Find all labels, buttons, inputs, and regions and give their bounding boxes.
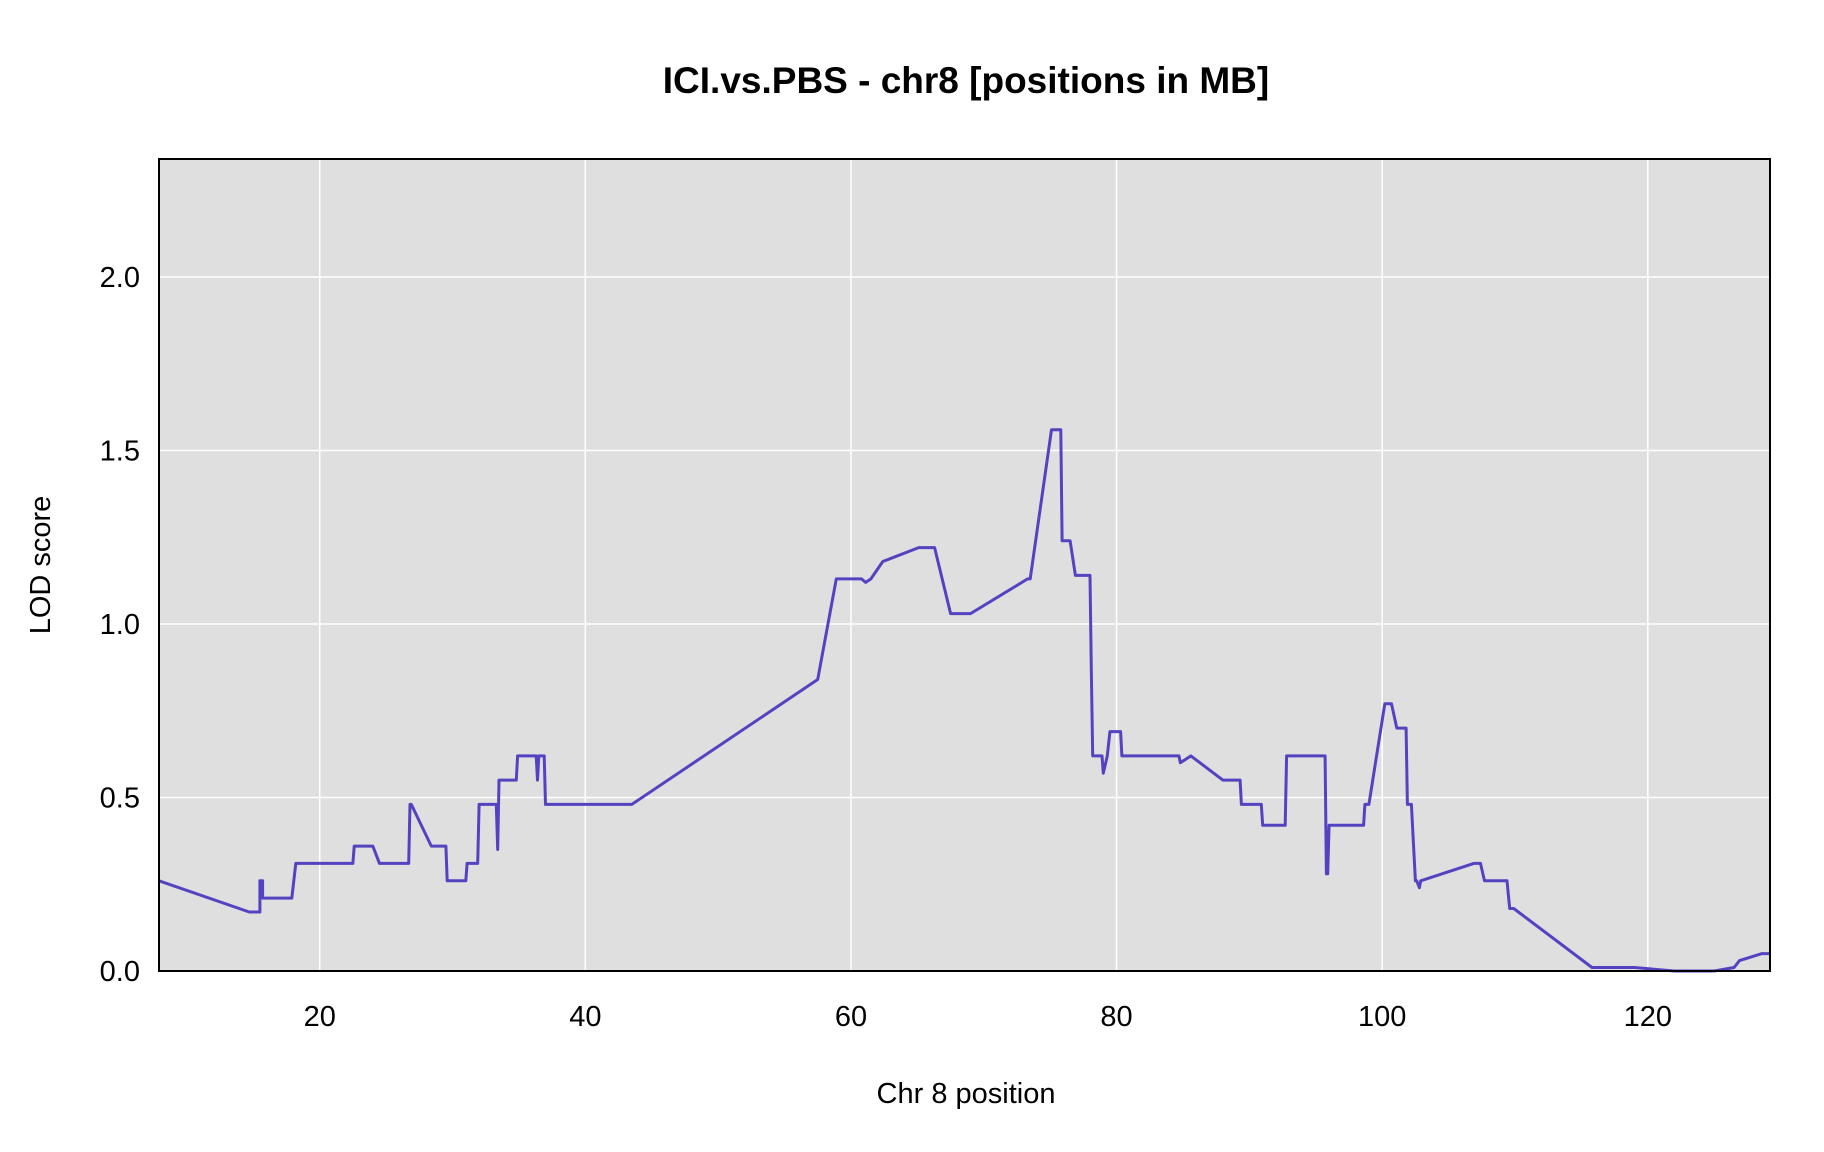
- series-layer: [158, 428, 1770, 973]
- y-tick-label: 1.5: [100, 435, 140, 467]
- plot-frame: [158, 158, 1771, 972]
- y-axis-ticks: 0.0 0.5 1.0 1.5 2.0: [100, 262, 140, 988]
- x-tick-label: 80: [1100, 1001, 1132, 1033]
- x-tick-label: 20: [304, 1001, 336, 1033]
- x-axis-label: Chr 8 position: [877, 1078, 1056, 1110]
- lod-series-line: [158, 428, 1770, 973]
- x-tick-label: 120: [1624, 1001, 1672, 1033]
- y-tick-label: 0.0: [100, 956, 140, 988]
- plot-area: [159, 159, 1770, 971]
- y-axis-label: LOD score: [25, 496, 57, 635]
- y-tick-label: 2.0: [100, 262, 140, 294]
- y-tick-label: 1.0: [100, 609, 140, 641]
- x-tick-label: 40: [569, 1001, 601, 1033]
- x-axis-ticks: 20 40 60 80 100 120: [304, 1001, 1672, 1033]
- y-tick-label: 0.5: [100, 782, 140, 814]
- x-tick-label: 60: [835, 1001, 867, 1033]
- x-tick-label: 100: [1358, 1001, 1406, 1033]
- chart-title: ICI.vs.PBS - chr8 [positions in MB]: [663, 60, 1269, 101]
